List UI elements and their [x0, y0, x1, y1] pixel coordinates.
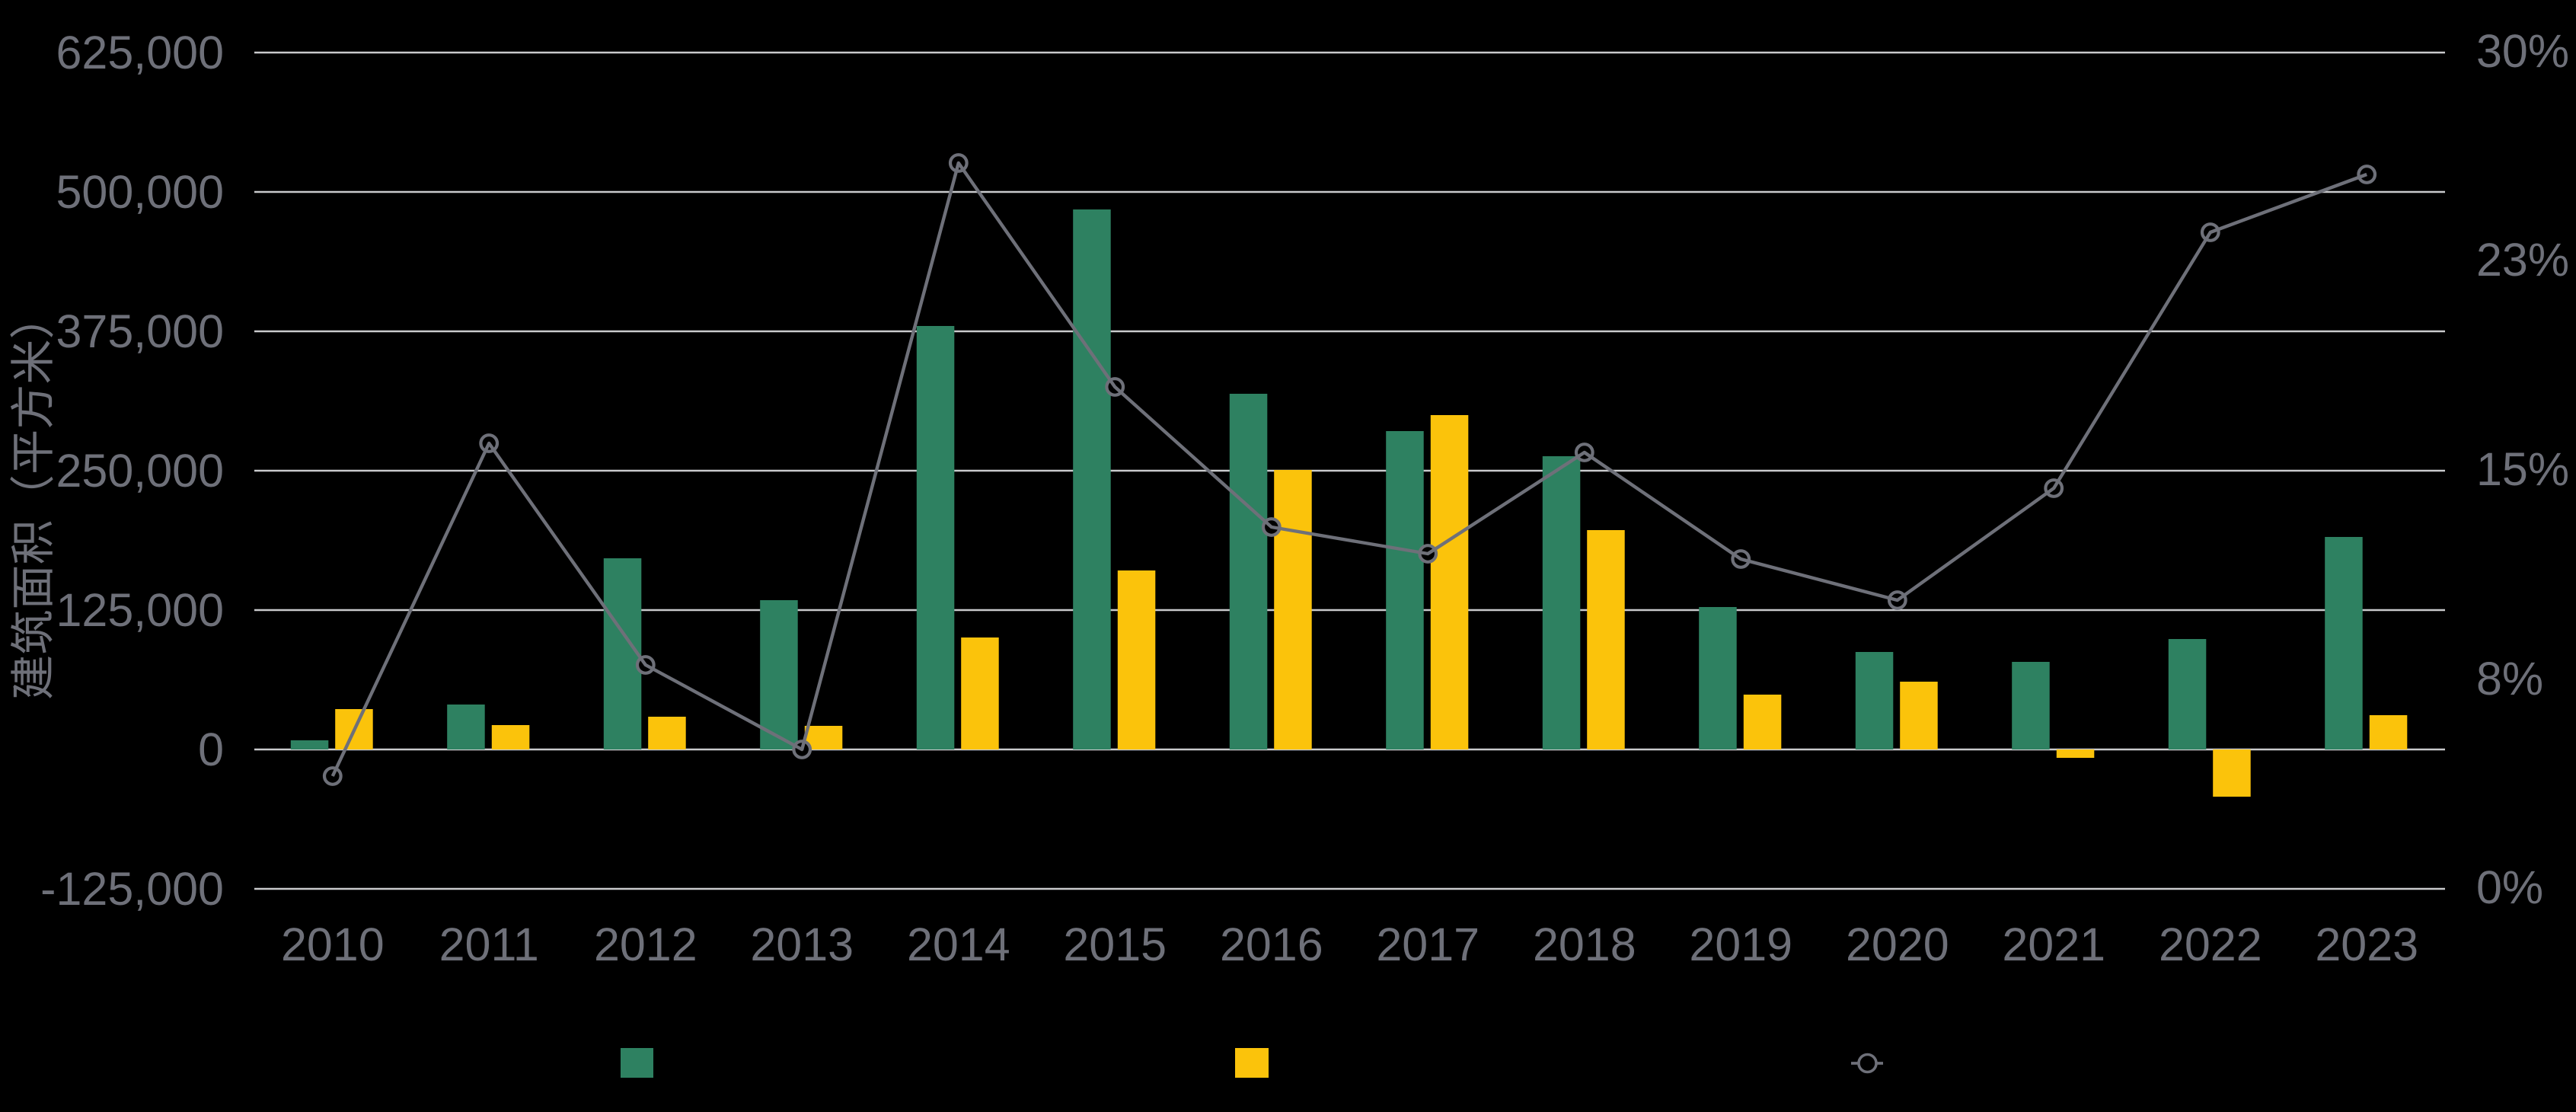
svg-text:8%: 8%	[2476, 653, 2543, 705]
svg-text:625,000: 625,000	[56, 27, 225, 78]
svg-text:2011: 2011	[439, 919, 539, 970]
svg-text:-125,000: -125,000	[40, 863, 224, 915]
svg-text:500,000: 500,000	[56, 166, 225, 218]
svg-text:2021: 2021	[2002, 919, 2105, 970]
svg-text:2013: 2013	[750, 919, 854, 970]
svg-text:15%: 15%	[2476, 443, 2569, 495]
svg-text:2019: 2019	[1689, 919, 1792, 970]
svg-text:2018: 2018	[1533, 919, 1636, 970]
svg-text:23%: 23%	[2476, 234, 2569, 286]
svg-text:2015: 2015	[1063, 919, 1167, 970]
svg-text:250,000: 250,000	[56, 445, 225, 497]
svg-text:2022: 2022	[2159, 919, 2262, 970]
svg-text:2017: 2017	[1376, 919, 1480, 970]
svg-text:0%: 0%	[2476, 861, 2543, 913]
svg-text:2023: 2023	[2315, 919, 2418, 970]
svg-text:2010: 2010	[281, 919, 385, 970]
svg-text:125,000: 125,000	[56, 584, 225, 636]
svg-text:2012: 2012	[594, 919, 697, 970]
svg-text:0: 0	[198, 724, 224, 775]
svg-text:2020: 2020	[1846, 919, 1949, 970]
svg-text:375,000: 375,000	[56, 305, 225, 357]
svg-text:2016: 2016	[1220, 919, 1323, 970]
svg-text:2014: 2014	[907, 919, 1010, 970]
svg-text:30%: 30%	[2476, 25, 2569, 77]
